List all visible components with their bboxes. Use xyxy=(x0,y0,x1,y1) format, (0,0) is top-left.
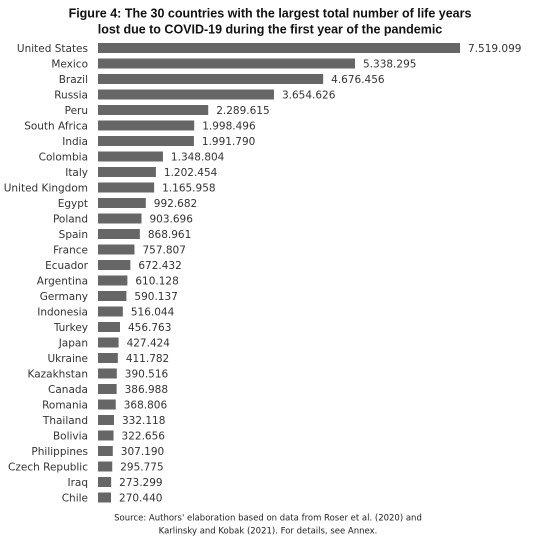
bar xyxy=(98,58,356,69)
bar xyxy=(98,492,112,503)
y-tick-label: Italy xyxy=(65,167,88,179)
bar xyxy=(98,430,114,441)
value-label: 516.044 xyxy=(131,307,175,319)
y-tick-label: Brazil xyxy=(59,74,88,86)
value-label: 7.519.099 xyxy=(468,43,521,55)
value-label: 390.516 xyxy=(125,369,169,381)
bar xyxy=(98,244,135,255)
bar xyxy=(98,446,113,456)
bar xyxy=(98,43,460,53)
bar xyxy=(98,105,209,115)
y-tick-label: United States xyxy=(17,43,88,55)
value-label: 307.190 xyxy=(121,446,164,458)
y-tick-label: South Africa xyxy=(24,121,88,133)
value-label: 295.775 xyxy=(120,462,163,474)
value-label: 322.656 xyxy=(122,431,166,443)
bar xyxy=(98,229,140,239)
chart-title: Figure 4: The 30 countries with the larg… xyxy=(69,6,472,20)
bar xyxy=(98,260,131,270)
value-label: 270.440 xyxy=(119,493,162,505)
bar xyxy=(98,89,274,100)
value-label: 386.988 xyxy=(125,384,168,396)
y-tick-label: Ukraine xyxy=(47,353,88,365)
source-note: Karlinsky and Kobak (2021). For details,… xyxy=(159,527,378,537)
value-label: 1.202.454 xyxy=(164,167,218,179)
y-tick-label: Peru xyxy=(65,105,88,117)
bar xyxy=(98,275,128,286)
y-tick-label: India xyxy=(62,136,88,148)
bar xyxy=(98,120,195,131)
y-tick-label: Bolivia xyxy=(53,431,88,443)
bar xyxy=(98,477,112,487)
value-label: 411.782 xyxy=(126,353,169,365)
bar xyxy=(98,368,117,379)
value-label: 332.118 xyxy=(122,415,165,427)
value-label: 368.806 xyxy=(124,400,168,412)
value-label: 5.338.295 xyxy=(363,59,416,71)
bar xyxy=(98,306,123,317)
bar xyxy=(98,461,113,472)
y-tick-label: France xyxy=(53,245,88,257)
bar xyxy=(98,74,324,84)
value-label: 672.432 xyxy=(138,260,181,272)
bar xyxy=(98,213,142,224)
y-tick-label: Mexico xyxy=(51,59,88,71)
y-tick-label: Spain xyxy=(59,229,88,241)
value-label: 456.763 xyxy=(128,322,171,334)
y-tick-label: Czech Republic xyxy=(8,462,88,474)
y-tick-label: Kazakhstan xyxy=(28,369,89,381)
bar xyxy=(98,415,114,425)
y-tick-label: Chile xyxy=(62,493,88,505)
y-tick-label: Argentina xyxy=(37,276,88,288)
y-tick-label: Japan xyxy=(58,338,88,350)
source-note: Source: Authors' elaboration based on da… xyxy=(114,514,422,524)
y-tick-label: United Kingdom xyxy=(4,183,88,195)
bar xyxy=(98,337,119,348)
bar xyxy=(98,198,146,208)
y-tick-label: Romania xyxy=(42,400,88,412)
y-tick-label: Germany xyxy=(40,291,88,303)
y-tick-label: Philippines xyxy=(31,446,88,458)
y-tick-label: Russia xyxy=(54,90,88,102)
value-label: 273.299 xyxy=(119,477,162,489)
value-label: 992.682 xyxy=(154,198,197,210)
y-tick-label: Ecuador xyxy=(45,260,89,272)
bar xyxy=(98,151,163,162)
value-label: 1.991.790 xyxy=(202,136,255,148)
value-label: 610.128 xyxy=(135,276,178,288)
bar xyxy=(98,399,116,410)
bar xyxy=(98,291,127,301)
bar xyxy=(98,167,156,177)
y-tick-label: Indonesia xyxy=(37,307,88,319)
value-label: 3.654.626 xyxy=(282,90,336,102)
value-label: 1.165.958 xyxy=(162,183,215,195)
y-tick-label: Colombia xyxy=(39,152,88,164)
bar xyxy=(98,182,155,193)
y-tick-label: Iraq xyxy=(67,477,88,489)
value-label: 590.137 xyxy=(134,291,177,303)
value-label: 903.696 xyxy=(150,214,194,226)
value-label: 427.424 xyxy=(127,338,171,350)
y-tick-label: Egypt xyxy=(58,198,88,210)
value-label: 868.961 xyxy=(148,229,191,241)
chart-title: lost due to COVID-19 during the first ye… xyxy=(98,22,443,36)
y-tick-label: Poland xyxy=(53,214,88,226)
y-tick-label: Thailand xyxy=(42,415,88,427)
value-label: 1.348.804 xyxy=(171,152,225,164)
value-label: 757.807 xyxy=(142,245,185,257)
value-label: 1.998.496 xyxy=(202,121,256,133)
bar xyxy=(98,322,120,332)
bar xyxy=(98,353,118,363)
bar xyxy=(98,384,117,394)
y-tick-label: Canada xyxy=(48,384,88,396)
value-label: 4.676.456 xyxy=(331,74,385,86)
y-tick-label: Turkey xyxy=(53,322,88,334)
bar xyxy=(98,136,194,146)
value-label: 2.289.615 xyxy=(216,105,269,117)
